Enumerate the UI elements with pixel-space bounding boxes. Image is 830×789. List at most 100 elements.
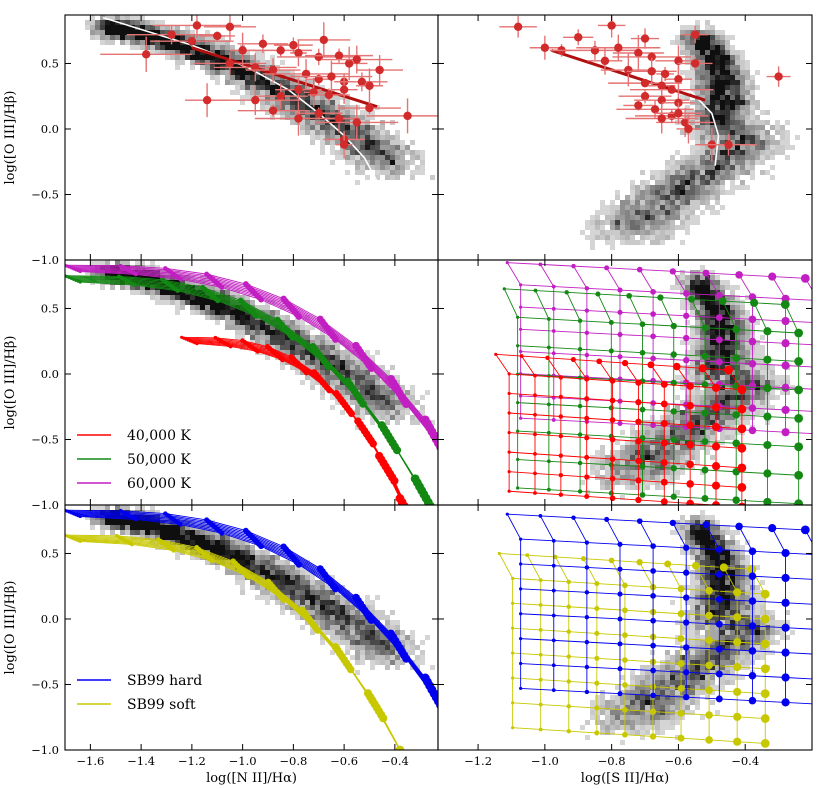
density-cell [635, 455, 640, 460]
density-cell [675, 180, 680, 185]
model-point [609, 456, 616, 462]
model-point [426, 501, 435, 505]
density-cell [600, 695, 605, 700]
density-cell [175, 60, 180, 65]
model-track [517, 459, 799, 476]
density-cell [125, 30, 130, 35]
density-cell [770, 140, 775, 145]
density-cell [235, 295, 240, 300]
model-track [628, 295, 643, 495]
density-cell [275, 340, 280, 345]
model-point [608, 348, 614, 354]
density-cell [695, 605, 700, 610]
density-cell [345, 635, 350, 640]
density-cell [300, 110, 305, 115]
density-cell [260, 565, 265, 570]
density-cell [305, 125, 310, 130]
density-cell [715, 365, 720, 370]
density-cell [725, 60, 730, 65]
model-track [566, 292, 581, 492]
density-cell [255, 80, 260, 85]
density-cell [680, 50, 685, 55]
density-cell [410, 395, 415, 400]
density-cell [735, 360, 740, 365]
density-cell [655, 435, 660, 440]
density-cell [210, 50, 215, 55]
data-point [187, 37, 197, 46]
data-point [684, 124, 693, 134]
density-cell [695, 105, 700, 110]
density-cell [130, 45, 135, 50]
density-cell [650, 435, 655, 440]
density-cell [640, 195, 645, 200]
density-cell [610, 220, 615, 225]
density-cell [660, 670, 665, 675]
density-cell [760, 630, 765, 635]
density-cell [735, 365, 740, 370]
density-cell [725, 170, 730, 175]
density-cell [705, 310, 710, 315]
density-cell [695, 150, 700, 155]
model-point [763, 412, 772, 421]
density-cell [275, 560, 280, 565]
density-cell [625, 445, 630, 450]
density-cell [595, 470, 600, 475]
density-cell [660, 220, 665, 225]
density-cell [345, 170, 350, 175]
density-cell [250, 550, 255, 555]
density-cell [330, 630, 335, 635]
density-cell [255, 560, 260, 565]
density-cell [740, 105, 745, 110]
density-cell [270, 115, 275, 120]
density-cell [625, 710, 630, 715]
density-cell [410, 650, 415, 655]
model-track [80, 516, 438, 703]
density-cell [705, 370, 710, 375]
density-cell [225, 305, 230, 310]
density-cell [90, 30, 95, 35]
density-cell [715, 665, 720, 670]
density-cell [685, 430, 690, 435]
density-cell [725, 155, 730, 160]
density-cell [730, 175, 735, 180]
density-cell [405, 635, 410, 640]
density-cell [625, 450, 630, 455]
density-cell [200, 305, 205, 310]
density-cell [695, 110, 700, 115]
density-cell [705, 650, 710, 655]
model-point [735, 271, 743, 279]
density-cell [290, 565, 295, 570]
density-cell [335, 360, 340, 365]
model-point [507, 470, 511, 474]
density-cell [330, 615, 335, 620]
density-cell [740, 160, 745, 165]
density-cell [700, 660, 705, 665]
density-cell [125, 25, 130, 30]
density-cell [665, 695, 670, 700]
density-cell [245, 330, 250, 335]
model-point [551, 418, 556, 422]
density-cell [750, 145, 755, 150]
density-cell [585, 235, 590, 240]
density-cell [205, 315, 210, 320]
model-point [584, 493, 590, 500]
model-point [551, 329, 556, 333]
density-cell [710, 610, 715, 615]
density-cell [740, 620, 745, 625]
density-cell [735, 310, 740, 315]
density-cell [710, 65, 715, 70]
model-point [584, 435, 590, 441]
density-cell [320, 395, 325, 400]
density-cell [695, 135, 700, 140]
density-cell [370, 380, 375, 385]
density-cell [695, 595, 700, 600]
density-cell [385, 405, 390, 410]
density-cell [190, 555, 195, 560]
density-cell [695, 440, 700, 445]
density-cell [715, 80, 720, 85]
density-cell [740, 135, 745, 140]
density-cell [225, 310, 230, 315]
density-cell [175, 555, 180, 560]
density-cell [705, 290, 710, 295]
